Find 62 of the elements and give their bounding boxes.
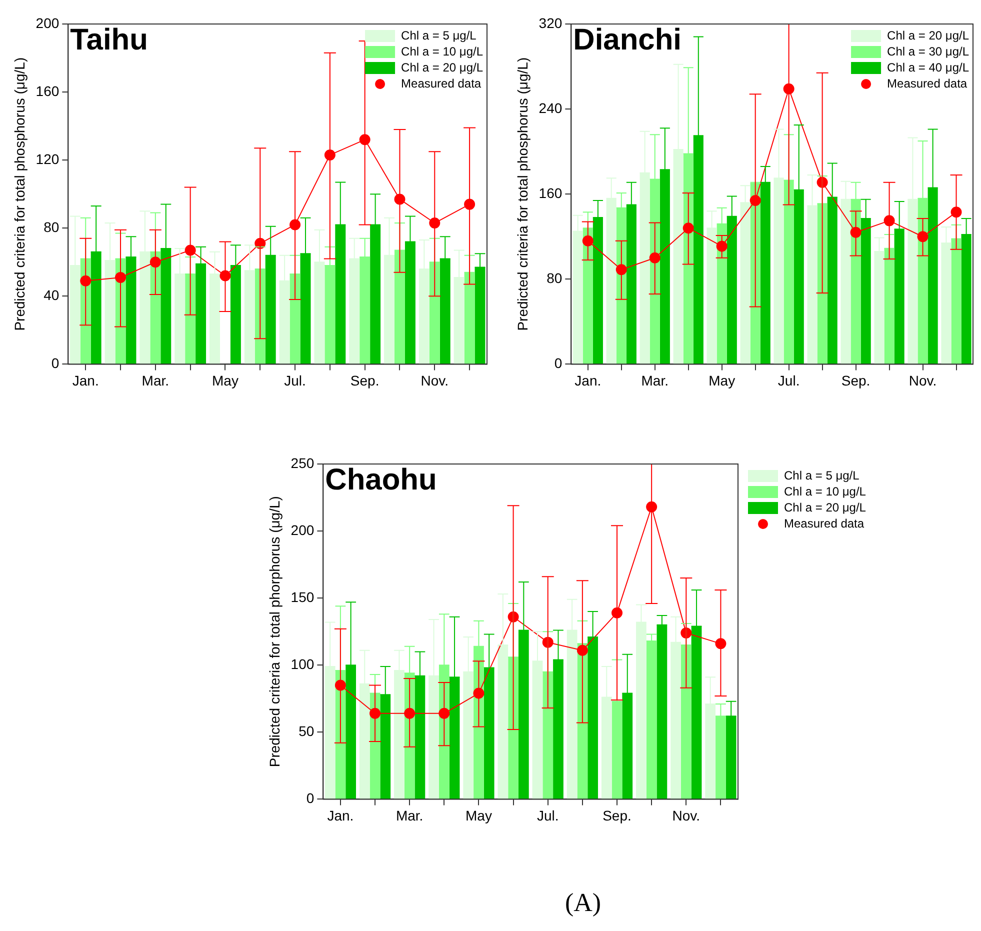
chart-title: Taihu — [70, 23, 148, 56]
x-tick-label: Mar. — [641, 372, 668, 388]
y-tick-label: 320 — [538, 14, 562, 31]
y-tick-label: 50 — [298, 723, 314, 740]
y-tick-label: 100 — [290, 656, 314, 672]
y-tick-label: 240 — [538, 100, 562, 116]
legend-label: Chl a = 10 μg/L — [401, 44, 484, 58]
x-tick-label: Jan. — [327, 807, 354, 824]
y-tick-label: 160 — [538, 184, 562, 201]
legend-label: Chl a = 20 μg/L — [784, 500, 866, 514]
legend-label: Chl a = 5 μg/L — [401, 28, 477, 42]
legend-label: Chl a = 10 μg/L — [784, 484, 866, 498]
x-tick-label: Nov. — [420, 372, 449, 388]
x-tick-label: Sep. — [841, 372, 870, 388]
x-tick-label: Jul. — [536, 807, 559, 824]
y-tick-label: 80 — [44, 218, 60, 235]
x-tick-label: Jan. — [574, 372, 602, 388]
y-tick-label: 200 — [36, 14, 60, 31]
x-tick-label: May — [212, 372, 238, 388]
legend-label: Measured data — [401, 76, 482, 90]
legend-label: Chl a = 20 μg/L — [401, 60, 484, 74]
y-axis-title: Predicted criteria for total phosphorus (μg/L) — [514, 57, 530, 331]
y-tick-label: 80 — [546, 270, 562, 286]
y-tick-label: 40 — [44, 287, 60, 304]
point — [324, 149, 336, 160]
x-tick-label: Jul. — [284, 372, 306, 388]
y-axis-title: Predicted criteria for total phorphorus (μg/L) — [266, 496, 282, 768]
point — [115, 272, 126, 283]
legend-label: Chl a = 5 μg/L — [784, 468, 860, 482]
legend-label: Chl a = 30 μg/L — [887, 44, 970, 58]
point — [646, 501, 658, 512]
legend-label: Chl a = 20 μg/L — [887, 28, 970, 42]
legend-label: Chl a = 40 μg/L — [887, 60, 970, 74]
chart-title: Chaohu — [325, 463, 437, 496]
y-tick-label: 160 — [36, 82, 60, 99]
legend-label: Measured data — [887, 76, 968, 90]
x-tick-label: May — [465, 807, 492, 824]
point — [429, 218, 440, 229]
point — [359, 134, 370, 146]
x-tick-label: Jan. — [72, 372, 99, 388]
y-tick-label: 250 — [290, 454, 314, 471]
point — [438, 708, 450, 719]
y-tick-label: 0 — [51, 355, 60, 372]
x-tick-label: Nov. — [908, 372, 937, 388]
legend-label: Measured data — [784, 516, 864, 530]
chart-title: Dianchi — [573, 23, 682, 56]
y-tick-label: 150 — [290, 588, 314, 605]
point — [542, 636, 554, 648]
x-tick-label: Nov. — [672, 807, 700, 824]
point — [612, 607, 623, 618]
y-tick-label: 200 — [290, 522, 314, 538]
text: (A) — [564, 888, 602, 918]
y-axis-title: Predicted criteria for total phosphorus (μg/L) — [11, 57, 28, 331]
x-tick-label: Mar. — [142, 372, 170, 388]
x-tick-label: Mar. — [396, 807, 424, 824]
x-tick-label: Jul. — [778, 372, 800, 388]
y-tick-label: 0 — [306, 790, 314, 806]
y-tick-label: 0 — [554, 355, 562, 372]
y-tick-label: 120 — [36, 150, 60, 167]
x-tick-label: May — [708, 372, 736, 388]
x-tick-label: Sep. — [602, 807, 632, 824]
x-tick-label: Sep. — [350, 372, 380, 388]
